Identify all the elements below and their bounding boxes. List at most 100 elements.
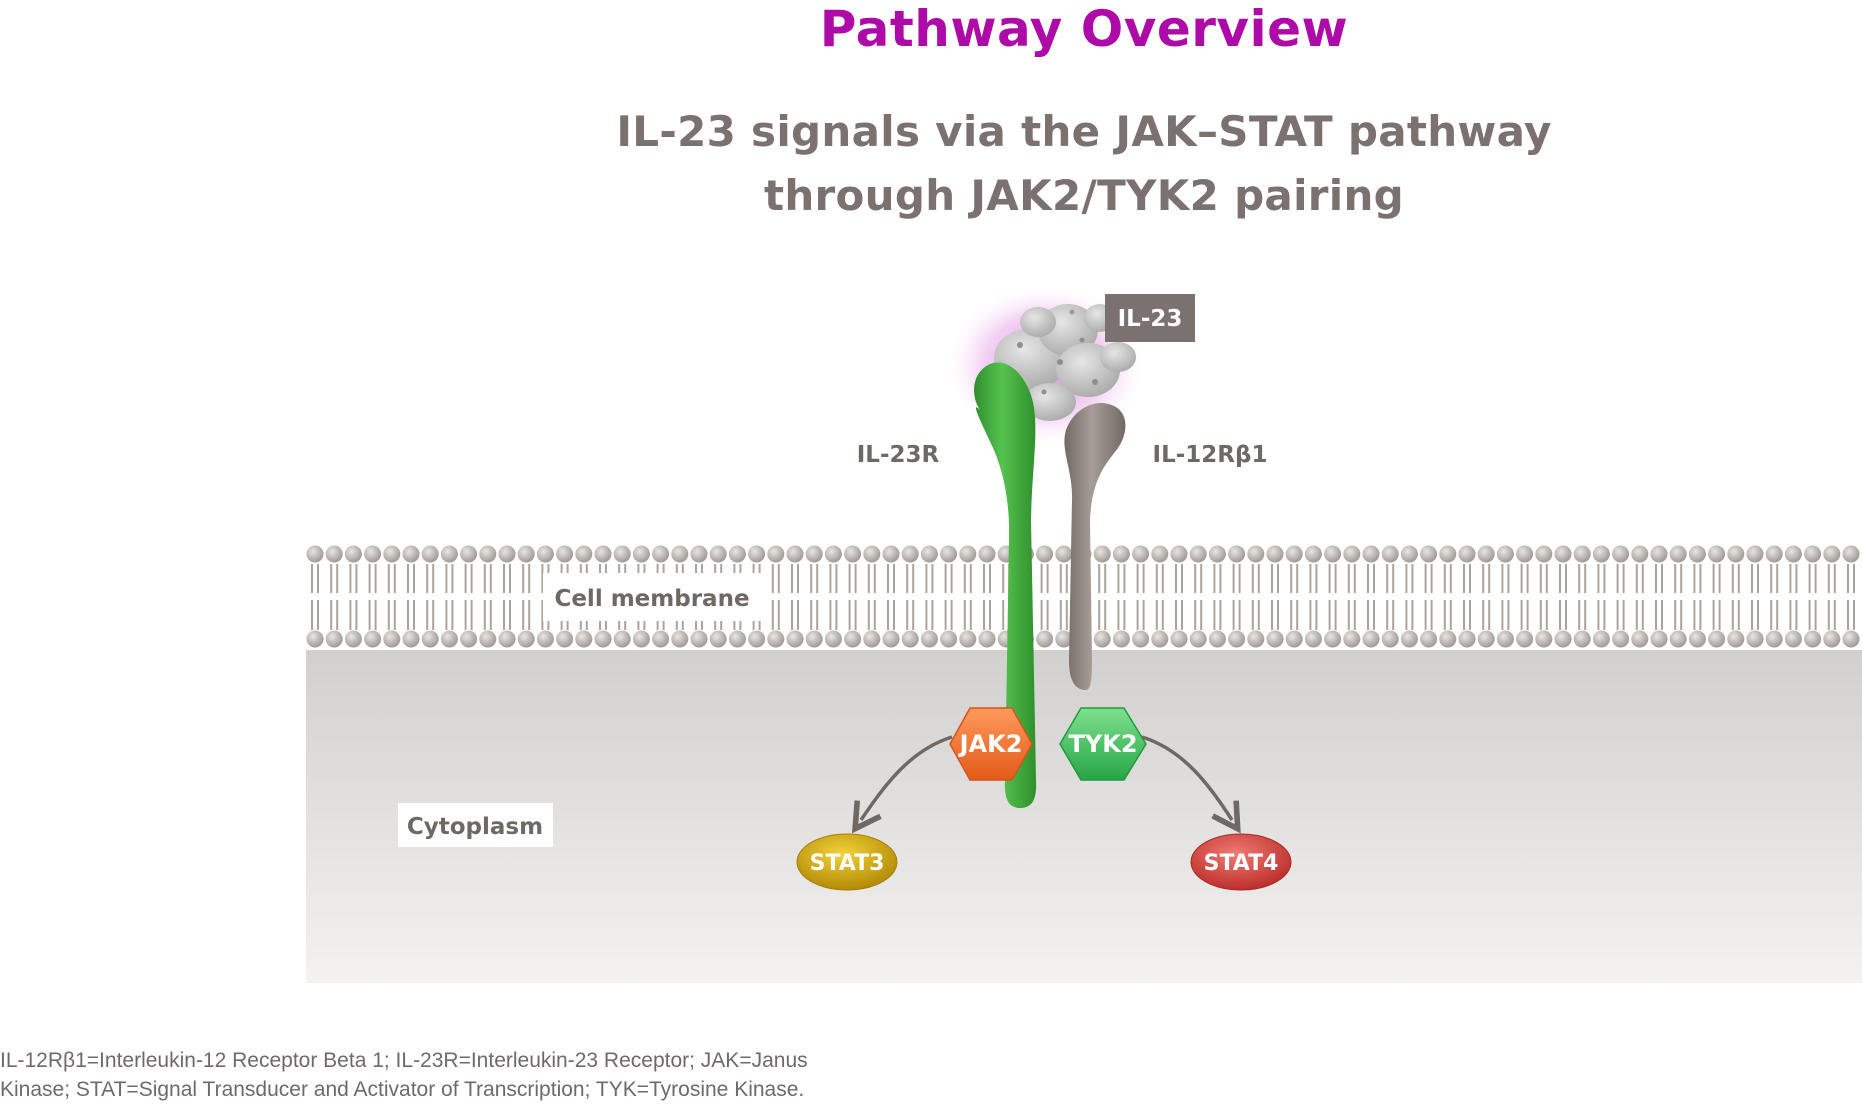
lipid-head <box>1439 630 1457 648</box>
lipid-head <box>1439 545 1457 563</box>
lipid-head <box>1496 545 1514 563</box>
lipid-head <box>1343 630 1361 648</box>
lipid-head <box>402 630 420 648</box>
lipid-head <box>1055 545 1073 563</box>
stat4-icon <box>1190 833 1292 891</box>
lipid-head <box>1784 545 1802 563</box>
jak2-kinase-icon <box>949 707 1033 781</box>
lipid-head <box>536 630 554 648</box>
lipid-head <box>1036 630 1054 648</box>
footnote-line-2: Kinase; STAT=Signal Transducer and Activ… <box>0 1078 805 1101</box>
lipid-head <box>556 545 574 563</box>
lipid-head <box>844 545 862 563</box>
lipid-head <box>1727 630 1745 648</box>
lipid-head <box>1573 545 1591 563</box>
lipid-head <box>1727 545 1745 563</box>
lipid-head <box>959 630 977 648</box>
cytoplasm-label-box <box>398 803 553 847</box>
lipid-head <box>709 545 727 563</box>
cell-membrane-label: Cell membrane <box>554 586 749 612</box>
membrane-beads-bottom <box>306 630 1860 648</box>
lipid-head <box>1285 545 1303 563</box>
lipid-head <box>421 630 439 648</box>
lipid-head <box>1554 545 1572 563</box>
lipid-head <box>1592 630 1610 648</box>
lipid-head <box>1381 545 1399 563</box>
lipid-head <box>1746 545 1764 563</box>
lipid-head <box>1688 545 1706 563</box>
lipid-head <box>1708 630 1726 648</box>
lipid-head <box>652 630 670 648</box>
lipid-head <box>421 545 439 563</box>
lipid-head <box>882 630 900 648</box>
lipid-head <box>690 545 708 563</box>
lipid-head <box>1688 630 1706 648</box>
lipid-head <box>786 545 804 563</box>
lipid-head <box>1170 630 1188 648</box>
lipid-head <box>632 545 650 563</box>
arrow-tyk2-to-stat4 <box>1141 735 1241 834</box>
lipid-head <box>1247 630 1265 648</box>
lipid-head <box>1612 630 1630 648</box>
lipid-head <box>748 630 766 648</box>
lipid-head <box>1170 545 1188 563</box>
lipid-head <box>748 545 766 563</box>
lipid-head <box>517 545 535 563</box>
lipid-head <box>594 630 612 648</box>
lipid-head <box>383 630 401 648</box>
lipid-head <box>344 630 362 648</box>
lipid-head <box>920 630 938 648</box>
lipid-head <box>306 630 324 648</box>
lipid-head <box>959 545 977 563</box>
lipid-head <box>460 630 478 648</box>
lipid-head <box>1842 630 1860 648</box>
il23-label: IL-23 <box>1118 306 1183 332</box>
lipid-head <box>1112 545 1130 563</box>
lipid-head <box>613 630 631 648</box>
lipid-head <box>1400 630 1418 648</box>
lipid-head <box>652 545 670 563</box>
lipid-head <box>978 545 996 563</box>
arrow-jak2-to-stat3 <box>851 735 953 834</box>
lipid-head <box>613 545 631 563</box>
lipid-head <box>1036 545 1054 563</box>
lipid-head <box>1208 630 1226 648</box>
lipid-head <box>440 545 458 563</box>
il23r-label: IL-23R <box>857 442 940 468</box>
subtitle-line-2: through JAK2/TYK2 pairing <box>763 171 1405 220</box>
lipid-head <box>1266 545 1284 563</box>
lipid-head <box>1573 630 1591 648</box>
lipid-head <box>728 630 746 648</box>
lipid-head <box>1784 630 1802 648</box>
lipid-head <box>1516 630 1534 648</box>
lipid-head <box>1458 630 1476 648</box>
membrane-beads-top <box>306 545 1860 563</box>
lipid-head <box>1804 545 1822 563</box>
lipid-head <box>1228 545 1246 563</box>
lipid-head <box>1304 545 1322 563</box>
cytoplasm-label: Cytoplasm <box>407 814 543 840</box>
lipid-head <box>306 545 324 563</box>
lipid-head <box>1669 545 1687 563</box>
stat3-label: STAT3 <box>810 851 885 876</box>
lipid-head <box>517 630 535 648</box>
lipid-head <box>671 630 689 648</box>
tyk2-kinase-icon <box>1059 707 1147 781</box>
il23r-receptor <box>974 362 1037 808</box>
lipid-head <box>1151 630 1169 648</box>
lipid-head <box>767 545 785 563</box>
lipid-head <box>479 630 497 648</box>
lipid-head <box>1669 630 1687 648</box>
lipid-head <box>1650 630 1668 648</box>
page-subtitle: IL-23 signals via the JAK–STAT pathway t… <box>0 100 1862 228</box>
lipid-head <box>978 630 996 648</box>
lipid-head <box>383 545 401 563</box>
footnote-line-1: IL-12Rβ1=Interleukin-12 Receptor Beta 1;… <box>0 1049 808 1072</box>
jak2-label: JAK2 <box>958 730 1023 758</box>
lipid-head <box>1477 630 1495 648</box>
lipid-head <box>1093 545 1111 563</box>
lipid-head <box>344 545 362 563</box>
subtitle-line-1: IL-23 signals via the JAK–STAT pathway <box>616 107 1552 156</box>
lipid-head <box>1093 630 1111 648</box>
